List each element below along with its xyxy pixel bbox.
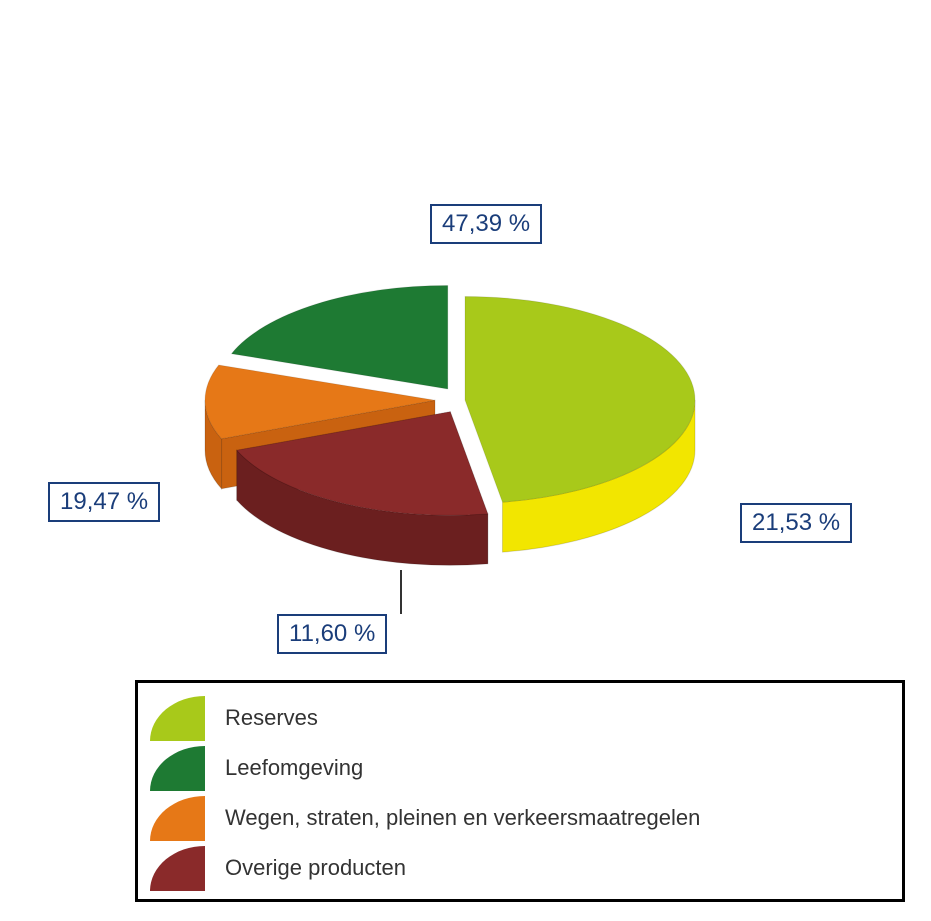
slice-label: 19,47 % — [48, 482, 160, 522]
legend-item: Reserves — [138, 693, 902, 743]
leader-line — [400, 570, 402, 614]
slice-label: 11,60 % — [277, 614, 387, 654]
legend: Reserves Leefomgeving Wegen, straten, pl… — [135, 680, 905, 902]
legend-label: Wegen, straten, pleinen en verkeersmaatr… — [225, 805, 700, 831]
legend-swatch-leefomgeving — [150, 746, 205, 791]
pie-chart — [0, 0, 931, 700]
legend-label: Reserves — [225, 705, 318, 731]
legend-item: Overige producten — [138, 843, 902, 893]
legend-item: Leefomgeving — [138, 743, 902, 793]
legend-swatch-overige — [150, 846, 205, 891]
legend-swatch-wegen — [150, 796, 205, 841]
legend-label: Overige producten — [225, 855, 406, 881]
slice-label: 47,39 % — [430, 204, 542, 244]
legend-item: Wegen, straten, pleinen en verkeersmaatr… — [138, 793, 902, 843]
legend-label: Leefomgeving — [225, 755, 363, 781]
slice-label: 21,53 % — [740, 503, 852, 543]
legend-swatch-reserves — [150, 696, 205, 741]
